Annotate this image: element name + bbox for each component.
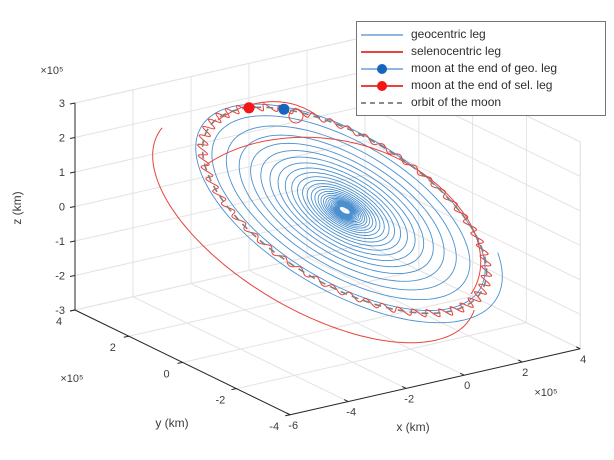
geocentric-leg-line — [195, 103, 503, 324]
z-tick-label: -2 — [55, 271, 65, 283]
z-axis-tick — [69, 171, 76, 174]
legend-item-selenocentric-leg[interactable]: selenocentric leg — [361, 43, 599, 60]
blue-marker-icon — [377, 63, 387, 74]
z-tick-label: 0 — [59, 202, 65, 214]
legend-item-orbit-of-moon[interactable]: orbit of the moon — [361, 94, 599, 111]
x-tick-label: 0 — [464, 380, 470, 392]
x-tick-label: -2 — [404, 393, 414, 405]
grid-line-back-wall — [74, 140, 366, 207]
legend-line-sample — [361, 29, 403, 41]
legend-item-moon-end-sel[interactable]: moon at the end of sel. leg — [361, 77, 599, 94]
legend-item-geocentric-leg[interactable]: geocentric leg — [361, 26, 599, 43]
selenocentric-leg-line — [196, 103, 493, 318]
x-tick-label: 2 — [522, 367, 528, 379]
legend-item-label: moon at the end of geo. leg — [411, 61, 558, 75]
grid-line-back-wall — [74, 71, 366, 138]
legend-item-moon-end-geo[interactable]: moon at the end of geo. leg — [361, 60, 599, 77]
legend-line-marker-sample — [361, 63, 403, 75]
legend-item-label: selenocentric leg — [411, 44, 502, 58]
y-axis-tick — [177, 361, 183, 364]
grid-line-floor — [236, 322, 527, 390]
y-tick-label: 0 — [164, 368, 170, 380]
legend-item-label: moon at the end of sel. leg — [411, 78, 553, 92]
grid-line-right-wall — [364, 105, 581, 212]
x-tick-label: -4 — [346, 407, 356, 419]
y-axis-tick — [231, 388, 237, 391]
x-axis-tick — [343, 399, 349, 403]
y-axis-exponent: ×10⁵ — [60, 373, 83, 385]
x-axis-label: x (km) — [396, 420, 429, 434]
z-axis-tick — [69, 275, 76, 277]
x-axis-exponent: ×10⁵ — [534, 387, 557, 399]
z-tick-label: -3 — [55, 305, 65, 317]
moon-end-geo-marker — [278, 103, 290, 115]
z-axis-tick — [69, 206, 76, 208]
legend-item-label: geocentric leg — [411, 27, 486, 41]
y-tick-label: -4 — [269, 421, 279, 433]
selenocentric-outer-loop — [152, 127, 475, 344]
y-tick-label: 4 — [56, 316, 62, 328]
legend-box[interactable]: geocentric leg selenocentric leg moon at… — [356, 21, 606, 116]
y-tick-label: 2 — [110, 342, 116, 354]
x-axis-tick — [401, 385, 407, 389]
z-tick-label: 2 — [59, 133, 65, 145]
legend-item-label: orbit of the moon — [411, 95, 502, 109]
grid-line-back-wall — [74, 174, 366, 242]
x-axis-tick — [575, 346, 581, 350]
grid-line-floor — [182, 295, 473, 363]
z-axis-tick — [69, 137, 76, 139]
y-tick-label: -2 — [216, 395, 226, 407]
grid-line-back-wall — [74, 105, 366, 173]
legend-line-marker-sample — [361, 80, 403, 92]
y-axis-tick — [123, 335, 129, 338]
y-axis-tick — [285, 414, 291, 417]
grid-line-floor — [128, 269, 419, 337]
selenocentric-apex-arc — [217, 101, 321, 121]
grid-line-floor — [74, 243, 366, 311]
y-axis-label: y (km) — [155, 416, 188, 430]
z-axis-tick — [69, 240, 76, 243]
legend-line-sample — [361, 46, 403, 58]
grid-line-right-wall — [364, 209, 581, 315]
axes-box-edge — [74, 36, 366, 104]
x-tick-label: -6 — [288, 420, 298, 432]
x-axis-line — [290, 348, 581, 416]
x-axis-tick — [285, 412, 291, 416]
y-axis-tick — [69, 309, 76, 312]
moon-end-sel-marker — [243, 102, 255, 114]
x-axis-tick — [517, 359, 523, 363]
x-tick-label: 4 — [580, 354, 586, 366]
z-tick-label: 3 — [59, 98, 65, 110]
z-axis-tick — [69, 102, 76, 105]
x-axis-tick — [459, 372, 465, 376]
red-marker-icon — [377, 80, 387, 91]
z-axis-exponent: ×10⁵ — [40, 65, 63, 77]
z-tick-label: -1 — [55, 236, 65, 248]
legend-dashed-sample — [361, 97, 403, 109]
z-axis-label: z (km) — [10, 191, 24, 224]
earth-center-dot — [343, 208, 346, 212]
z-tick-label: 1 — [59, 167, 65, 179]
orbit-of-the-moon-dashed — [201, 106, 488, 315]
